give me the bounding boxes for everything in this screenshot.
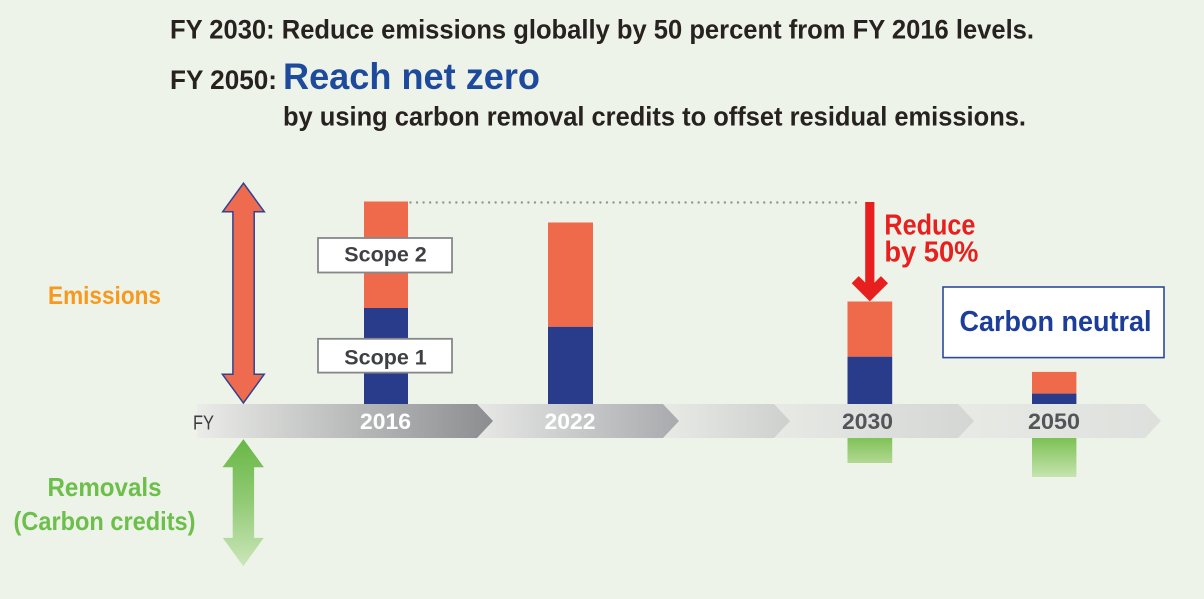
svg-text:(Carbon credits): (Carbon credits) [14, 506, 196, 536]
svg-text:FY: FY [193, 412, 214, 434]
svg-text:2030: 2030 [842, 409, 893, 434]
svg-text:Removals: Removals [48, 472, 162, 502]
svg-text:FY 2030: Reduce emissions glob: FY 2030: Reduce emissions globally by 50… [170, 15, 1034, 45]
svg-text:Carbon neutral: Carbon neutral [960, 306, 1152, 338]
svg-text:Scope 2: Scope 2 [344, 242, 426, 266]
svg-text:Reduce: Reduce [884, 210, 975, 242]
svg-text:Scope 1: Scope 1 [344, 346, 426, 370]
svg-text:2016: 2016 [360, 409, 411, 434]
svg-text:2022: 2022 [545, 409, 596, 434]
svg-text:by using carbon removal credit: by using carbon removal credits to offse… [283, 102, 1026, 132]
svg-text:Reach net zero: Reach net zero [283, 56, 540, 97]
svg-text:2050: 2050 [1028, 409, 1080, 434]
svg-text:FY 2050:: FY 2050: [170, 65, 277, 95]
svg-text:by 50%: by 50% [884, 237, 978, 269]
svg-text:Emissions: Emissions [48, 282, 161, 310]
